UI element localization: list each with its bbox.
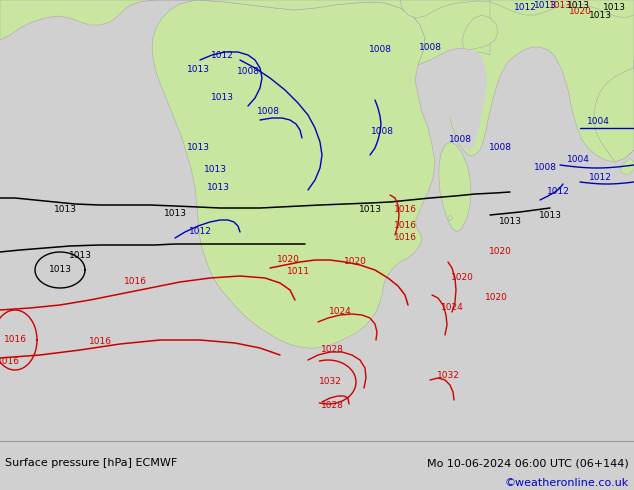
Text: 1016: 1016 <box>394 220 417 229</box>
Text: 1012: 1012 <box>547 188 569 196</box>
Text: 1008: 1008 <box>368 46 392 54</box>
Polygon shape <box>594 60 634 162</box>
Text: 1013: 1013 <box>186 144 209 152</box>
Text: 1008: 1008 <box>489 144 512 152</box>
Polygon shape <box>0 0 196 40</box>
Text: 1016: 1016 <box>89 338 112 346</box>
Text: 1013: 1013 <box>588 10 612 20</box>
Text: 1004: 1004 <box>567 155 590 165</box>
Polygon shape <box>490 0 634 18</box>
Text: ©weatheronline.co.uk: ©weatheronline.co.uk <box>505 478 629 488</box>
Text: 1013: 1013 <box>498 218 522 226</box>
Polygon shape <box>400 0 490 18</box>
Text: 1016: 1016 <box>124 277 146 287</box>
Text: 1004: 1004 <box>586 118 609 126</box>
Text: 1024: 1024 <box>441 303 463 313</box>
Text: 1008: 1008 <box>418 44 441 52</box>
Text: 1032: 1032 <box>437 370 460 379</box>
Text: 1013: 1013 <box>68 251 91 261</box>
Text: 1012: 1012 <box>188 227 211 237</box>
Text: 1028: 1028 <box>321 345 344 354</box>
Text: 1013: 1013 <box>164 209 186 218</box>
Text: 1012: 1012 <box>588 173 611 182</box>
Text: 1008: 1008 <box>236 68 259 76</box>
Text: 1032: 1032 <box>318 377 342 387</box>
Polygon shape <box>152 0 435 348</box>
Text: 1016: 1016 <box>394 234 417 243</box>
Text: 1028: 1028 <box>321 400 344 410</box>
Text: 1020: 1020 <box>276 255 299 265</box>
Text: 1013: 1013 <box>358 205 382 215</box>
Polygon shape <box>196 0 535 78</box>
Text: 1008: 1008 <box>448 136 472 145</box>
Polygon shape <box>442 0 634 162</box>
Polygon shape <box>448 215 453 221</box>
Text: 1013: 1013 <box>538 211 562 220</box>
Text: 1020: 1020 <box>489 247 512 256</box>
Text: 1020: 1020 <box>451 273 474 283</box>
Text: 1008: 1008 <box>533 164 557 172</box>
Text: 1013: 1013 <box>186 66 209 74</box>
Text: 1013: 1013 <box>567 0 590 9</box>
Text: 1016: 1016 <box>4 336 27 344</box>
Polygon shape <box>440 48 487 150</box>
Text: 1011: 1011 <box>287 268 309 276</box>
Text: 1012: 1012 <box>514 3 536 13</box>
Text: 1008: 1008 <box>257 107 280 117</box>
Text: 1016: 1016 <box>394 205 417 215</box>
Text: 1020: 1020 <box>344 258 366 267</box>
Text: Surface pressure [hPa] ECMWF: Surface pressure [hPa] ECMWF <box>5 458 178 468</box>
Text: 1020: 1020 <box>484 294 507 302</box>
Polygon shape <box>620 158 634 175</box>
Text: Mo 10-06-2024 06:00 UTC (06+144): Mo 10-06-2024 06:00 UTC (06+144) <box>427 458 629 468</box>
Text: 1013: 1013 <box>204 166 226 174</box>
Text: 1013: 1013 <box>602 3 626 13</box>
Polygon shape <box>439 142 471 232</box>
Text: 1024: 1024 <box>328 308 351 317</box>
Text: 1013: 1013 <box>533 0 557 9</box>
Text: 1012: 1012 <box>210 51 233 60</box>
Text: 1013: 1013 <box>48 266 72 274</box>
Text: 1008: 1008 <box>370 127 394 137</box>
Text: 1013: 1013 <box>53 205 77 215</box>
Text: 1016: 1016 <box>0 358 20 367</box>
Text: 1013: 1013 <box>548 0 571 9</box>
Polygon shape <box>462 15 498 50</box>
Text: 1020: 1020 <box>569 7 592 17</box>
Text: 1013: 1013 <box>207 183 230 193</box>
Text: 1013: 1013 <box>210 94 233 102</box>
